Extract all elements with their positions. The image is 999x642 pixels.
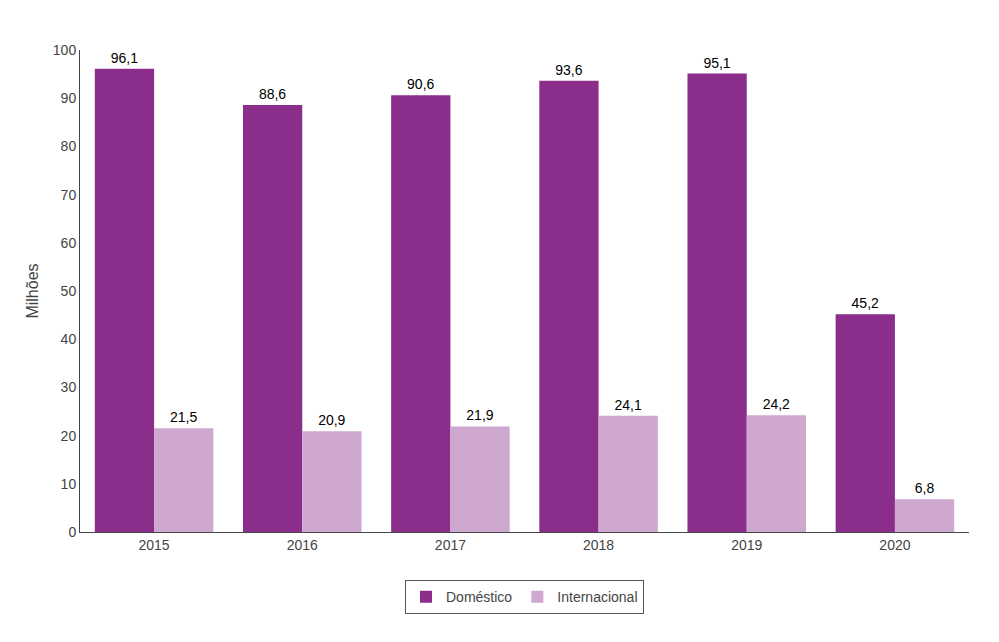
svg-text:0: 0	[68, 524, 76, 540]
svg-text:21,9: 21,9	[466, 407, 493, 423]
svg-text:Doméstico: Doméstico	[446, 589, 512, 605]
svg-text:30: 30	[61, 379, 77, 395]
svg-text:93,6: 93,6	[555, 62, 582, 78]
svg-text:20: 20	[61, 428, 77, 444]
svg-text:60: 60	[61, 235, 77, 251]
svg-text:100: 100	[53, 42, 77, 58]
svg-text:50: 50	[61, 283, 77, 299]
svg-text:2015: 2015	[139, 537, 170, 553]
svg-text:2017: 2017	[435, 537, 466, 553]
svg-text:45,2: 45,2	[852, 295, 879, 311]
svg-text:21,5: 21,5	[170, 409, 197, 425]
svg-text:2020: 2020	[879, 537, 910, 553]
svg-text:2018: 2018	[583, 537, 614, 553]
svg-text:10: 10	[61, 476, 77, 492]
svg-text:96,1: 96,1	[111, 50, 138, 66]
svg-text:2016: 2016	[287, 537, 318, 553]
svg-text:24,1: 24,1	[614, 397, 641, 413]
svg-text:88,6: 88,6	[259, 86, 286, 102]
svg-text:24,2: 24,2	[763, 396, 790, 412]
svg-text:Milhões: Milhões	[24, 263, 41, 318]
svg-text:80: 80	[61, 138, 77, 154]
svg-text:95,1: 95,1	[703, 55, 730, 71]
svg-text:90: 90	[61, 90, 77, 106]
svg-text:Internacional: Internacional	[557, 589, 637, 605]
svg-text:2019: 2019	[731, 537, 762, 553]
svg-text:70: 70	[61, 187, 77, 203]
svg-text:90,6: 90,6	[407, 76, 434, 92]
svg-text:6,8: 6,8	[915, 480, 935, 496]
svg-text:20,9: 20,9	[318, 412, 345, 428]
svg-text:40: 40	[61, 331, 77, 347]
